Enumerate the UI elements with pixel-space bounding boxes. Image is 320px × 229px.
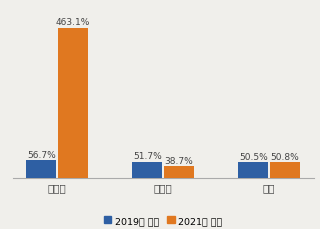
- Text: 50.8%: 50.8%: [271, 152, 300, 161]
- Text: 51.7%: 51.7%: [133, 152, 162, 161]
- Text: 50.5%: 50.5%: [239, 152, 268, 161]
- Legend: 2019년 대비, 2021년 대비: 2019년 대비, 2021년 대비: [100, 212, 226, 229]
- Text: 38.7%: 38.7%: [165, 156, 194, 165]
- Bar: [164, 166, 194, 179]
- Bar: [270, 162, 300, 179]
- Text: 56.7%: 56.7%: [27, 150, 56, 159]
- Bar: [238, 162, 268, 179]
- Text: 463.1%: 463.1%: [56, 18, 90, 27]
- Bar: [27, 160, 56, 179]
- Bar: [58, 29, 88, 179]
- Bar: [132, 162, 162, 179]
